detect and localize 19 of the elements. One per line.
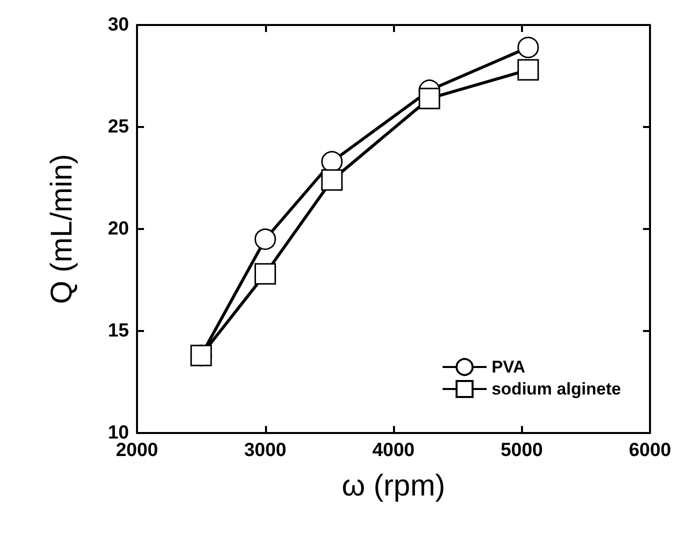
legend-label: sodium alginete bbox=[492, 380, 622, 398]
point bbox=[254, 228, 276, 250]
y-tick-label: 15 bbox=[108, 320, 130, 342]
point bbox=[254, 263, 276, 285]
x-axis-title: ω (rpm) bbox=[342, 470, 446, 502]
point bbox=[321, 169, 343, 191]
legend-label: PVA bbox=[492, 358, 526, 376]
x-tick-label: 3000 bbox=[244, 440, 286, 461]
y-tick-label: 20 bbox=[108, 218, 129, 240]
x-tick-label: 4000 bbox=[372, 440, 415, 461]
x-tick-label: 5000 bbox=[500, 440, 543, 461]
x-tick-label: 6000 bbox=[628, 440, 672, 461]
point bbox=[418, 88, 440, 110]
point bbox=[517, 59, 539, 81]
point bbox=[190, 344, 212, 366]
y-axis-title: Q (mL/min) bbox=[46, 154, 78, 304]
y-tick-label: 30 bbox=[108, 14, 129, 36]
point bbox=[517, 36, 539, 58]
y-tick-label: 25 bbox=[108, 116, 130, 138]
